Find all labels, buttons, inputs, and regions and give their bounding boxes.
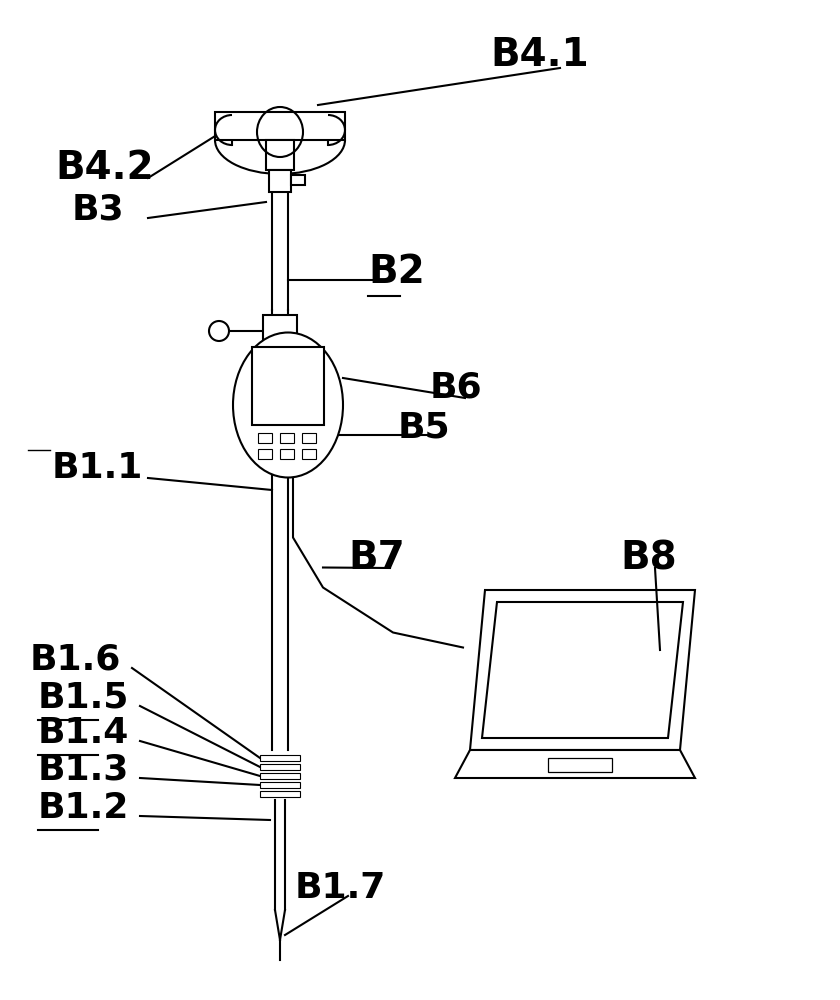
Text: B1.5: B1.5	[38, 681, 129, 715]
Bar	[252, 347, 324, 425]
Bar	[302, 449, 316, 459]
Text: B1.3: B1.3	[38, 753, 129, 787]
Text: B1.1: B1.1	[52, 451, 144, 485]
Polygon shape	[455, 750, 695, 778]
Circle shape	[209, 321, 229, 341]
Text: B4.2: B4.2	[55, 149, 154, 187]
Bar	[258, 433, 272, 443]
Text: B1.6: B1.6	[30, 643, 121, 677]
Text: B1.2: B1.2	[38, 791, 129, 825]
Text: B7: B7	[348, 539, 405, 577]
Text: B3: B3	[72, 193, 124, 227]
Text: B8: B8	[620, 539, 677, 577]
Bar	[263, 315, 297, 347]
Text: B6: B6	[430, 371, 483, 405]
Text: B4.1: B4.1	[490, 36, 589, 74]
Bar	[302, 433, 316, 443]
Polygon shape	[470, 590, 695, 750]
Bar	[260, 791, 300, 797]
Bar	[269, 170, 291, 192]
Ellipse shape	[233, 332, 343, 478]
Bar	[260, 773, 300, 779]
Text: B1.4: B1.4	[38, 716, 129, 750]
Bar	[215, 112, 345, 140]
Bar	[266, 140, 294, 170]
Bar	[260, 764, 300, 770]
Text: B5: B5	[398, 411, 450, 445]
Text: B1.7: B1.7	[295, 871, 386, 905]
Bar	[291, 175, 305, 185]
Bar	[260, 755, 300, 761]
Bar	[260, 782, 300, 788]
Bar	[280, 433, 294, 443]
Text: B2: B2	[368, 253, 425, 291]
Bar	[548, 758, 612, 772]
Bar	[280, 449, 294, 459]
Bar	[258, 449, 272, 459]
